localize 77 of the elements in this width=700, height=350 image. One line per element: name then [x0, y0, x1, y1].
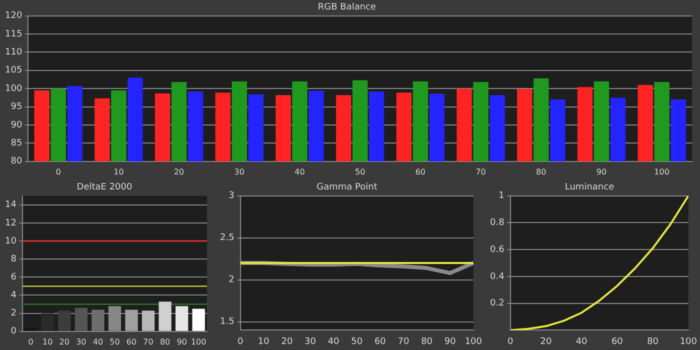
bar: [176, 306, 188, 331]
y-tick-label: 4: [10, 290, 17, 301]
x-tick-label: 0: [237, 336, 244, 347]
x-tick-label: 30: [234, 167, 244, 176]
y-tick-label: 0: [10, 326, 17, 337]
x-tick-label: 80: [647, 336, 659, 347]
bar: [192, 308, 205, 331]
x-tick-label: 40: [328, 336, 340, 347]
y-tick-label: 0.6: [490, 244, 505, 255]
y-tick-label: 1.5: [220, 317, 234, 328]
x-tick-label: 90: [444, 336, 456, 347]
y-tick-label: 1: [498, 191, 504, 202]
y-tick-label: 85: [10, 138, 22, 149]
y-tick-label: 115: [4, 29, 22, 40]
y-tick-label: 100: [4, 84, 22, 94]
x-tick-label: 100: [680, 336, 698, 347]
x-tick-label: 20: [540, 336, 552, 347]
y-tick-label: 2: [10, 308, 16, 319]
chart-title: RGB Balance: [318, 2, 377, 13]
x-tick-label: 20: [59, 337, 70, 346]
bar: [142, 310, 155, 331]
x-tick-label: 0: [28, 337, 34, 346]
x-tick-label: 40: [576, 336, 588, 347]
x-tick-label: 30: [304, 336, 316, 347]
y-tick-label: 0.8: [490, 218, 505, 228]
x-tick-label: 50: [351, 336, 363, 347]
chart-title: Luminance: [564, 182, 615, 193]
y-tick-label: 8: [10, 254, 17, 264]
x-tick-label: 20: [174, 167, 184, 176]
bar: [58, 310, 71, 331]
x-tick-label: 40: [92, 337, 104, 346]
y-tick-label: 0.2: [490, 298, 504, 309]
x-tick-label: 50: [354, 167, 366, 176]
y-tick-label: 0.4: [490, 272, 505, 282]
x-tick-label: 40: [294, 167, 305, 176]
x-tick-label: 60: [126, 337, 137, 346]
y-tick-label: 2.5: [220, 233, 234, 244]
x-tick-label: 90: [176, 337, 187, 346]
x-tick-label: 0: [56, 167, 61, 176]
bar: [158, 302, 172, 331]
x-tick-label: 70: [398, 336, 410, 347]
chart-title: DeltaE 2000: [76, 182, 133, 193]
x-tick-label: 10: [258, 336, 270, 347]
x-tick-label: 100: [464, 336, 482, 347]
y-tick-label: 90: [10, 120, 22, 130]
x-tick-label: 70: [143, 337, 154, 346]
x-tick-label: 100: [654, 167, 670, 176]
chart-title: Gamma Point: [316, 182, 378, 193]
x-tick-label: 60: [415, 167, 426, 176]
x-tick-label: 0: [507, 336, 514, 347]
y-tick-label: 12: [5, 218, 16, 228]
x-tick-label: 80: [421, 336, 433, 347]
x-tick-label: 30: [76, 337, 86, 346]
x-tick-label: 100: [190, 337, 206, 346]
x-tick-label: 60: [611, 336, 624, 347]
y-tick-label: 10: [5, 236, 17, 246]
y-tick-label: 95: [10, 102, 22, 112]
x-tick-label: 80: [536, 167, 546, 176]
x-tick-label: 20: [281, 336, 293, 347]
bar: [125, 310, 138, 331]
x-tick-label: 10: [42, 337, 53, 346]
y-tick-label: 6: [10, 272, 17, 283]
x-tick-label: 80: [160, 337, 170, 346]
y-tick-label: 14: [5, 200, 17, 210]
x-tick-label: 70: [476, 167, 486, 176]
x-tick-label: 60: [374, 336, 386, 347]
x-tick-label: 10: [114, 167, 124, 176]
bar: [74, 308, 88, 331]
y-tick-label: 120: [4, 11, 22, 22]
x-tick-label: 50: [110, 337, 120, 346]
y-tick-label: 105: [4, 66, 22, 76]
bar: [92, 310, 104, 331]
y-tick-label: 2: [228, 275, 234, 286]
y-tick-label: 110: [4, 48, 22, 58]
y-tick-label: 80: [10, 156, 22, 167]
y-tick-label: 3: [228, 191, 234, 202]
x-tick-label: 90: [596, 167, 607, 176]
